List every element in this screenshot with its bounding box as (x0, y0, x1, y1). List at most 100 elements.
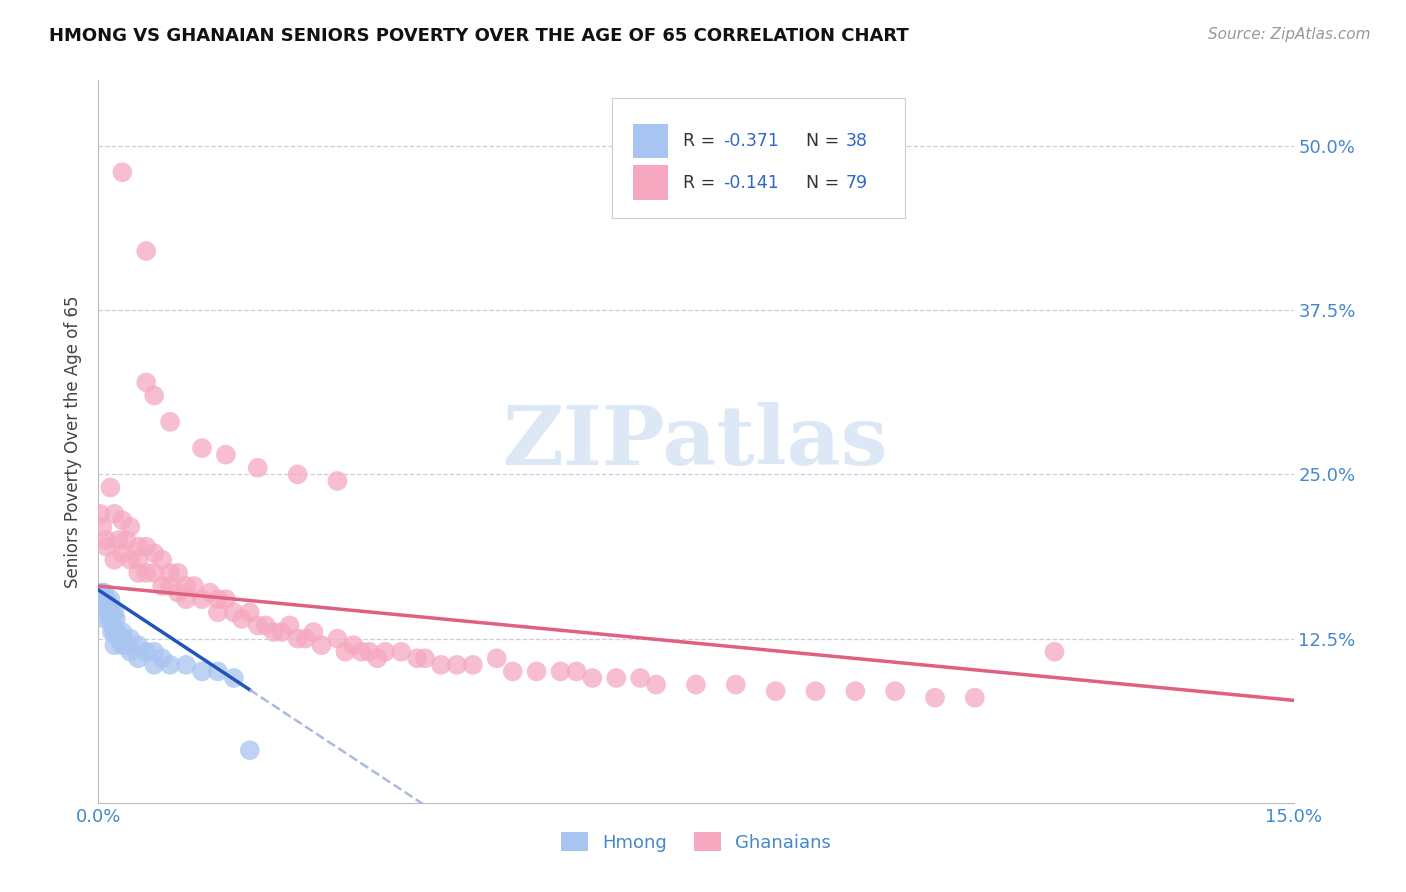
Point (96, 601, 118, 615)
Point (98, 481, 122, 495)
Point (91, 520, 114, 534)
Point (183, 579, 205, 593)
Point (167, 566, 190, 580)
Point (198, 585, 221, 599)
Point (120, 645, 142, 659)
Point (765, 684, 787, 698)
Point (135, 376, 157, 390)
Point (96, 592, 118, 607)
Point (174, 579, 197, 593)
Text: R =: R = (683, 174, 720, 192)
Point (844, 684, 866, 698)
Point (254, 618, 277, 632)
Point (278, 618, 301, 632)
Text: Source: ZipAtlas.com: Source: ZipAtlas.com (1208, 27, 1371, 42)
Point (115, 638, 138, 652)
Text: R =: R = (683, 132, 720, 150)
Point (485, 651, 508, 665)
Point (143, 388, 166, 402)
Point (311, 638, 333, 652)
Text: -0.141: -0.141 (724, 174, 779, 192)
Point (963, 690, 986, 705)
Point (502, 665, 524, 679)
Point (550, 665, 572, 679)
Point (101, 618, 124, 632)
Point (605, 671, 627, 685)
Point (239, 605, 262, 619)
Point (581, 671, 603, 685)
Point (104, 612, 127, 626)
Point (287, 632, 309, 646)
Point (645, 677, 668, 691)
FancyBboxPatch shape (613, 98, 905, 218)
Point (884, 684, 907, 698)
Legend: Hmong, Ghanaians: Hmong, Ghanaians (554, 825, 838, 859)
Point (159, 566, 181, 580)
Point (222, 605, 245, 619)
Point (103, 553, 125, 567)
FancyBboxPatch shape (633, 124, 668, 159)
Point (215, 592, 238, 607)
Point (685, 677, 707, 691)
Point (207, 592, 229, 607)
Text: 79: 79 (845, 174, 868, 192)
Point (326, 632, 349, 646)
Point (105, 625, 128, 640)
Point (120, 520, 142, 534)
Point (389, 645, 412, 659)
Point (107, 533, 129, 547)
Point (359, 645, 381, 659)
Point (127, 540, 149, 554)
Point (270, 625, 292, 640)
Point (231, 612, 253, 626)
Point (526, 665, 548, 679)
Point (135, 566, 157, 580)
Point (135, 540, 157, 554)
Point (127, 566, 149, 580)
Point (191, 665, 214, 679)
Point (191, 441, 214, 455)
Point (159, 415, 181, 429)
Point (103, 625, 125, 640)
Text: ZIPatlas: ZIPatlas (503, 401, 889, 482)
Point (98, 592, 122, 607)
Point (96, 533, 118, 547)
Point (246, 460, 269, 475)
Y-axis label: Seniors Poverty Over the Age of 65: Seniors Poverty Over the Age of 65 (65, 295, 83, 588)
Point (103, 638, 125, 652)
Point (111, 513, 134, 527)
FancyBboxPatch shape (633, 165, 668, 200)
Point (101, 625, 124, 640)
Point (97, 599, 120, 613)
Point (1043, 645, 1066, 659)
Point (174, 657, 197, 672)
Point (135, 645, 157, 659)
Text: HMONG VS GHANAIAN SENIORS POVERTY OVER THE AGE OF 65 CORRELATION CHART: HMONG VS GHANAIAN SENIORS POVERTY OVER T… (49, 27, 908, 45)
Text: 38: 38 (845, 132, 868, 150)
Point (93, 585, 115, 599)
Point (107, 632, 129, 646)
Point (461, 657, 484, 672)
Point (207, 605, 229, 619)
Point (413, 651, 436, 665)
Point (103, 507, 125, 521)
Point (98, 612, 121, 626)
Point (120, 632, 142, 646)
Point (103, 605, 125, 619)
Point (111, 638, 134, 652)
Point (215, 448, 238, 462)
Point (294, 632, 316, 646)
Point (263, 625, 285, 640)
Point (143, 645, 166, 659)
Point (167, 585, 190, 599)
Point (159, 657, 181, 672)
Point (89, 507, 111, 521)
Point (143, 566, 166, 580)
Point (111, 632, 134, 646)
Point (239, 743, 262, 757)
Point (150, 553, 173, 567)
Point (326, 474, 349, 488)
Point (127, 553, 149, 567)
Point (724, 677, 747, 691)
Point (628, 671, 651, 685)
